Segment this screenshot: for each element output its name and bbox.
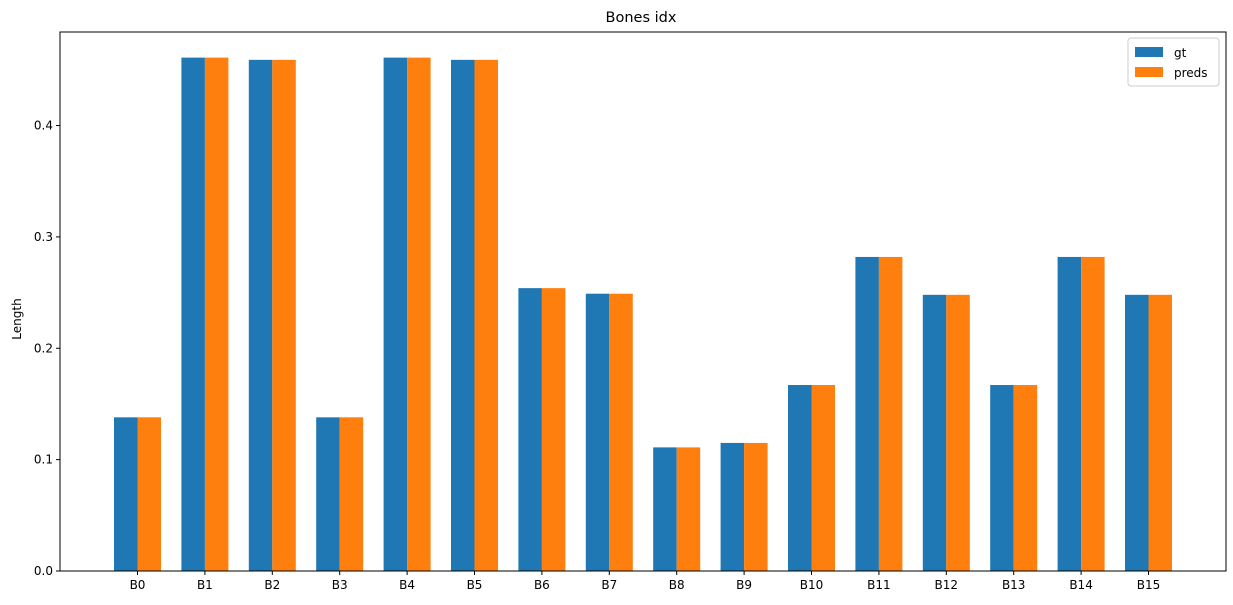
bar-gt-B0: [114, 417, 138, 571]
bar-gt-B7: [585, 293, 610, 571]
bar-gt-B8: [653, 447, 677, 571]
bar-gt-B15: [1125, 294, 1149, 571]
x-tick-label: B5: [467, 578, 483, 592]
bar-gt-B13: [990, 385, 1014, 571]
y-axis-label: Length: [10, 298, 24, 339]
y-tick-label: 0.1: [34, 453, 53, 467]
bar-gt-B2: [248, 59, 273, 572]
y-tick-label: 0.0: [34, 564, 53, 578]
legend: gt preds: [1127, 37, 1220, 87]
bar-preds-B4: [407, 57, 431, 572]
x-tick-label: B11: [867, 578, 891, 592]
x-tick-label: B6: [534, 578, 550, 592]
x-tick-label: B13: [1002, 578, 1026, 592]
bars-group: [114, 57, 1172, 572]
y-tick-label: 0.2: [34, 341, 53, 355]
legend-label-preds: preds: [1174, 66, 1208, 80]
x-tick-label: B4: [399, 578, 415, 592]
x-tick-label: B12: [935, 578, 959, 592]
bar-preds-B13: [1013, 385, 1038, 571]
bar-gt-B11: [855, 256, 879, 571]
bar-preds-B15: [1148, 294, 1172, 571]
bar-gt-B4: [383, 57, 408, 572]
x-tick-label: B0: [130, 578, 146, 592]
x-ticks-group: B0 B1 B2 B3 B4 B5 B6 B7 B8 B9 B10 B11 B12 B13 B14 B15: [130, 571, 1161, 592]
x-tick-label: B7: [601, 578, 617, 592]
x-tick-label: B3: [332, 578, 348, 592]
bar-gt-B1: [181, 57, 205, 572]
x-tick-label: B14: [1069, 578, 1093, 592]
plot-frame: [59, 31, 1227, 572]
bar-preds-B10: [811, 385, 835, 571]
y-tick-label: 0.3: [34, 230, 53, 244]
y-tick-label: 0.4: [34, 119, 53, 133]
legend-label-gt: gt: [1174, 46, 1187, 60]
y-ticks-group: 0.0 0.1 0.2 0.3 0.4: [34, 119, 60, 578]
x-tick-label: B1: [197, 578, 213, 592]
x-tick-label: B10: [800, 578, 824, 592]
bar-gt-B6: [518, 288, 542, 571]
x-tick-label: B8: [669, 578, 685, 592]
bar-preds-B0: [137, 417, 161, 571]
bar-preds-B6: [541, 288, 566, 571]
bar-preds-B12: [946, 294, 970, 571]
x-tick-label: B15: [1137, 578, 1161, 592]
bar-gt-B12: [922, 294, 947, 571]
bar-preds-B7: [609, 293, 633, 571]
bar-gt-B14: [1057, 256, 1082, 571]
bar-gt-B9: [720, 442, 745, 571]
bar-preds-B11: [878, 256, 903, 571]
bar-preds-B14: [1081, 256, 1105, 571]
bar-gt-B3: [316, 417, 340, 571]
x-tick-label: B9: [736, 578, 752, 592]
bar-preds-B8: [676, 447, 701, 571]
legend-swatch-gt: [1135, 47, 1163, 57]
bar-preds-B5: [474, 59, 498, 572]
x-tick-label: B2: [264, 578, 280, 592]
bar-preds-B1: [204, 57, 229, 572]
legend-swatch-preds: [1135, 67, 1163, 77]
bar-preds-B9: [744, 442, 768, 571]
chart-title: Bones idx: [606, 10, 677, 26]
bar-preds-B3: [339, 417, 364, 571]
bar-gt-B5: [451, 59, 475, 572]
bar-preds-B2: [272, 59, 296, 572]
bar-gt-B10: [788, 385, 812, 571]
